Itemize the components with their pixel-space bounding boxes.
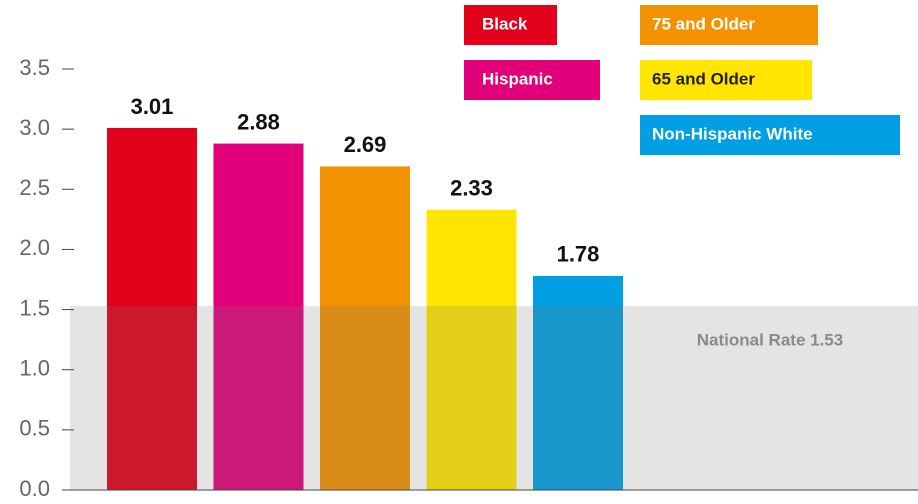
legend-label: 65 and Older	[652, 69, 755, 88]
legend-label: Black	[482, 14, 528, 33]
national-rate-band	[70, 305, 918, 490]
bar	[213, 143, 304, 490]
legend-swatch	[640, 5, 818, 45]
bar	[107, 127, 197, 490]
y-tick-label: 2.5	[19, 175, 50, 200]
bar	[533, 275, 623, 490]
legend-swatch	[640, 115, 900, 155]
value-label: 2.33	[450, 176, 493, 201]
value-label: 2.69	[344, 132, 387, 157]
y-tick-label: 3.5	[19, 55, 50, 80]
y-tick-label: 0.0	[19, 476, 50, 501]
bar	[426, 209, 517, 490]
legend-label: 75 and Older	[652, 14, 755, 33]
value-label: 2.88	[237, 109, 280, 134]
bar	[320, 166, 410, 490]
legend-swatch	[464, 60, 600, 100]
value-label: 3.01	[131, 94, 174, 119]
annotation: National Rate 1.53	[697, 330, 843, 349]
y-tick-label: 2.0	[19, 235, 50, 260]
y-tick-label: 1.0	[19, 356, 50, 381]
y-tick-label: 0.5	[19, 416, 50, 441]
y-tick-label: 3.0	[19, 115, 50, 140]
legend-swatch	[464, 5, 557, 45]
value-label: 1.78	[557, 242, 600, 267]
legend-swatch	[640, 60, 812, 100]
legend-label: Non-Hispanic White	[652, 124, 813, 143]
y-tick-label: 1.5	[19, 295, 50, 320]
legend-label: Hispanic	[482, 69, 553, 88]
